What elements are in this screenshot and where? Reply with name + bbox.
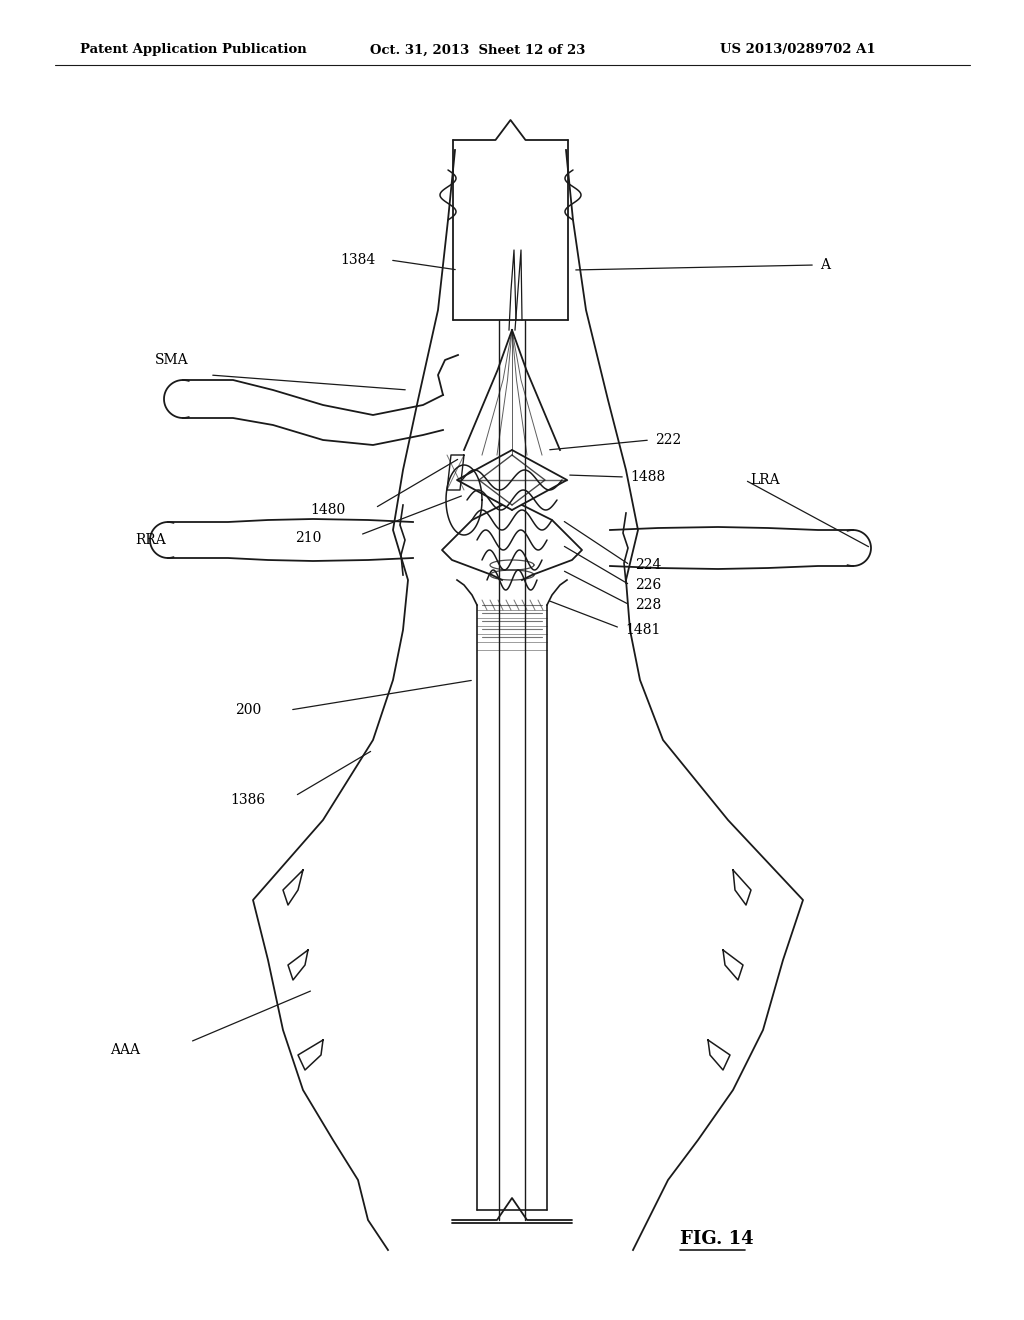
Text: LRA: LRA [750,473,779,487]
Text: SMA: SMA [155,352,188,367]
Text: RRA: RRA [135,533,166,546]
Text: 1480: 1480 [310,503,345,517]
Text: Patent Application Publication: Patent Application Publication [80,44,307,57]
Text: 1488: 1488 [630,470,666,484]
Text: 210: 210 [295,531,322,545]
Text: FIG. 14: FIG. 14 [680,1230,754,1247]
Text: 200: 200 [234,704,261,717]
Text: 1481: 1481 [625,623,660,638]
Text: 228: 228 [635,598,662,612]
Text: 1384: 1384 [340,253,375,267]
Text: 224: 224 [635,558,662,572]
Text: US 2013/0289702 A1: US 2013/0289702 A1 [720,44,876,57]
Text: 1386: 1386 [230,793,265,807]
Text: A: A [820,257,830,272]
Text: AAA: AAA [110,1043,140,1057]
Text: 222: 222 [655,433,681,447]
Text: 226: 226 [635,578,662,591]
Text: Oct. 31, 2013  Sheet 12 of 23: Oct. 31, 2013 Sheet 12 of 23 [370,44,586,57]
